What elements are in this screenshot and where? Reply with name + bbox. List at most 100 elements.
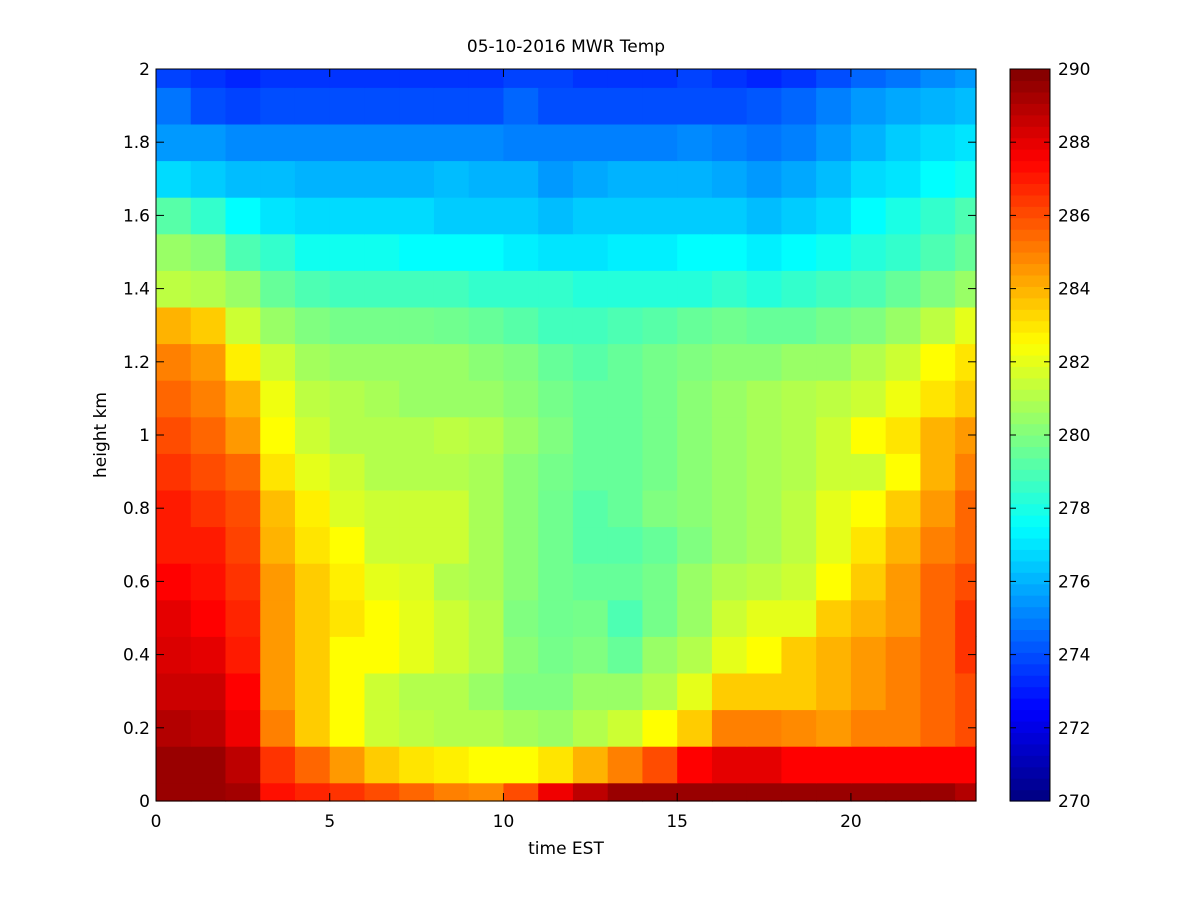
heatmap-cell	[294, 636, 331, 674]
colorbar-swatch	[1010, 743, 1050, 756]
heatmap-cell	[746, 672, 783, 711]
heatmap-cell	[642, 489, 678, 528]
heatmap-cell	[607, 160, 644, 198]
heatmap-cell	[190, 782, 227, 802]
heatmap-cell	[746, 233, 783, 271]
heatmap-cell	[468, 197, 505, 235]
heatmap-cell	[920, 87, 956, 125]
heatmap-cell	[503, 123, 539, 162]
heatmap-cell	[156, 306, 192, 345]
heatmap-cell	[399, 87, 435, 125]
heatmap-cell	[642, 343, 678, 381]
heatmap-cell	[711, 160, 748, 198]
heatmap-cell	[329, 233, 366, 271]
colorbar-swatch	[1010, 606, 1050, 619]
heatmap-cell	[538, 416, 574, 454]
heatmap-cell	[538, 709, 574, 747]
heatmap-cell	[850, 636, 887, 674]
heatmap-cell	[955, 87, 977, 125]
heatmap-cell	[433, 416, 470, 454]
heatmap-cell	[225, 343, 261, 381]
heatmap-cell	[329, 270, 366, 308]
heatmap-cell	[850, 526, 887, 564]
heatmap-cell	[677, 526, 713, 564]
y-tick-label: 1.4	[123, 280, 150, 300]
colorbar-swatch	[1010, 183, 1050, 196]
heatmap-cell	[364, 526, 400, 564]
heatmap-cell	[538, 563, 574, 601]
heatmap-cell	[746, 453, 783, 491]
heatmap-cell	[677, 270, 713, 308]
colorbar-swatch	[1010, 560, 1050, 573]
heatmap-cell	[225, 233, 261, 271]
heatmap-cell	[260, 306, 296, 345]
heatmap-cell	[885, 636, 922, 674]
heatmap-cell	[885, 709, 922, 747]
heatmap-cell	[711, 709, 748, 747]
heatmap-cell	[225, 563, 261, 601]
heatmap-cell	[677, 746, 713, 784]
heatmap-cell	[399, 672, 435, 711]
heatmap-cell	[781, 489, 817, 528]
colorbar-swatch	[1010, 629, 1050, 642]
heatmap-cell	[850, 746, 887, 784]
heatmap-cell	[677, 343, 713, 381]
colorbar-swatch	[1010, 297, 1050, 310]
heatmap-cell	[329, 636, 366, 674]
colorbar-swatch	[1010, 778, 1050, 791]
heatmap-cell	[468, 380, 505, 418]
heatmap-cell	[746, 343, 783, 381]
heatmap-cell	[955, 526, 977, 564]
colorbar-swatch	[1010, 412, 1050, 425]
heatmap-cell	[294, 343, 331, 381]
y-axis: 0 0.2 0.4 0.6 0.8 1 1.2 1.4 1.6 1.8 2	[123, 60, 976, 812]
heatmap-cell	[816, 526, 852, 564]
heatmap-cell	[711, 87, 748, 125]
heatmap-cell	[538, 69, 574, 88]
heatmap-cell	[677, 87, 713, 125]
heatmap-cell	[607, 489, 644, 528]
heatmap-cell	[260, 489, 296, 528]
heatmap-cell	[294, 746, 331, 784]
heatmap-cell	[329, 526, 366, 564]
heatmap-cell	[677, 709, 713, 747]
heatmap-cell	[642, 636, 678, 674]
heatmap-cell	[225, 526, 261, 564]
colorbar-swatch	[1010, 640, 1050, 653]
colorbar-swatch	[1010, 171, 1050, 184]
heatmap-cell	[781, 270, 817, 308]
heatmap-cell	[920, 69, 956, 88]
heatmap-cell	[190, 672, 227, 711]
heatmap-cell	[190, 489, 227, 528]
heatmap-cell	[399, 416, 435, 454]
heatmap-cell	[399, 343, 435, 381]
heatmap-cell	[468, 343, 505, 381]
heatmap-cell	[468, 416, 505, 454]
heatmap-cell	[572, 270, 609, 308]
heatmap-cell	[920, 306, 956, 345]
heatmap-cell	[781, 782, 817, 802]
colorbar-swatch	[1010, 583, 1050, 596]
colorbar-swatch	[1010, 160, 1050, 173]
colorbar-tick-label: 290	[1058, 60, 1090, 80]
heatmap-cell	[677, 197, 713, 235]
colorbar-swatch	[1010, 709, 1050, 722]
chart-title: 05-10-2016 MWR Temp	[467, 37, 665, 57]
heatmap-cell	[468, 453, 505, 491]
heatmap-cell	[156, 782, 192, 802]
colorbar-swatch	[1010, 789, 1050, 802]
heatmap-cell	[399, 197, 435, 235]
heatmap-cell	[955, 160, 977, 198]
heatmap-cell	[572, 87, 609, 125]
heatmap-cell	[190, 197, 227, 235]
heatmap-cell	[955, 270, 977, 308]
heatmap-cell	[781, 636, 817, 674]
heatmap-cell	[642, 746, 678, 784]
heatmap-cell	[225, 270, 261, 308]
heatmap-cell	[294, 87, 331, 125]
heatmap-cell	[225, 709, 261, 747]
heatmap-cell	[294, 526, 331, 564]
heatmap-cell	[746, 306, 783, 345]
heatmap-cell	[850, 233, 887, 271]
heatmap-cell	[538, 343, 574, 381]
